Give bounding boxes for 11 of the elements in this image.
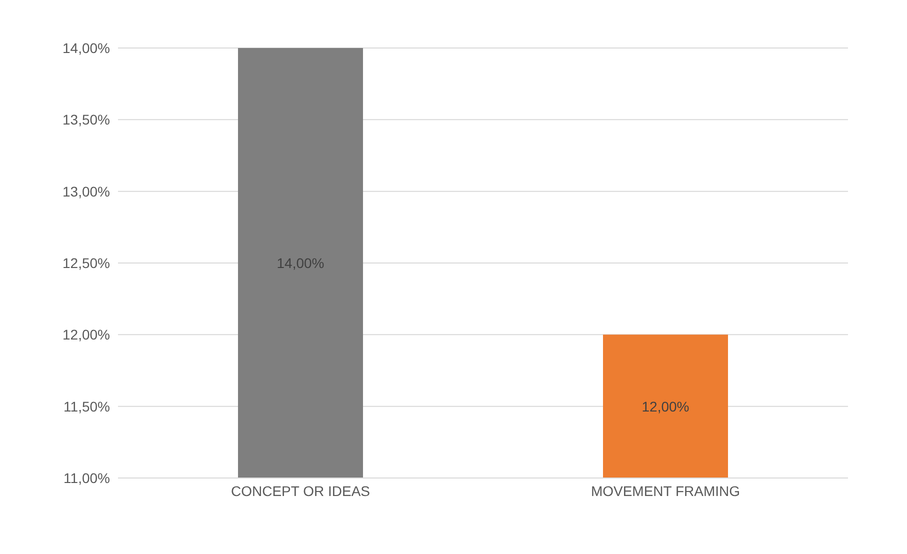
data-label: 14,00% <box>276 254 324 271</box>
data-label: 12,00% <box>642 398 690 414</box>
y-tick-label: 13,50% <box>62 112 110 128</box>
x-tick-label: MOVEMENT FRAMING <box>590 482 740 499</box>
y-tick-label: 13,00% <box>62 183 110 200</box>
y-tick-label: 11,00% <box>64 470 110 486</box>
y-tick-label: 14,00% <box>62 40 110 56</box>
y-tick-label: 11,50% <box>64 398 110 414</box>
y-tick-label: 12,00% <box>62 326 110 343</box>
y-tick-label: 12,50% <box>62 254 110 271</box>
x-tick-label: CONCEPT OR IDEAS <box>231 482 370 499</box>
